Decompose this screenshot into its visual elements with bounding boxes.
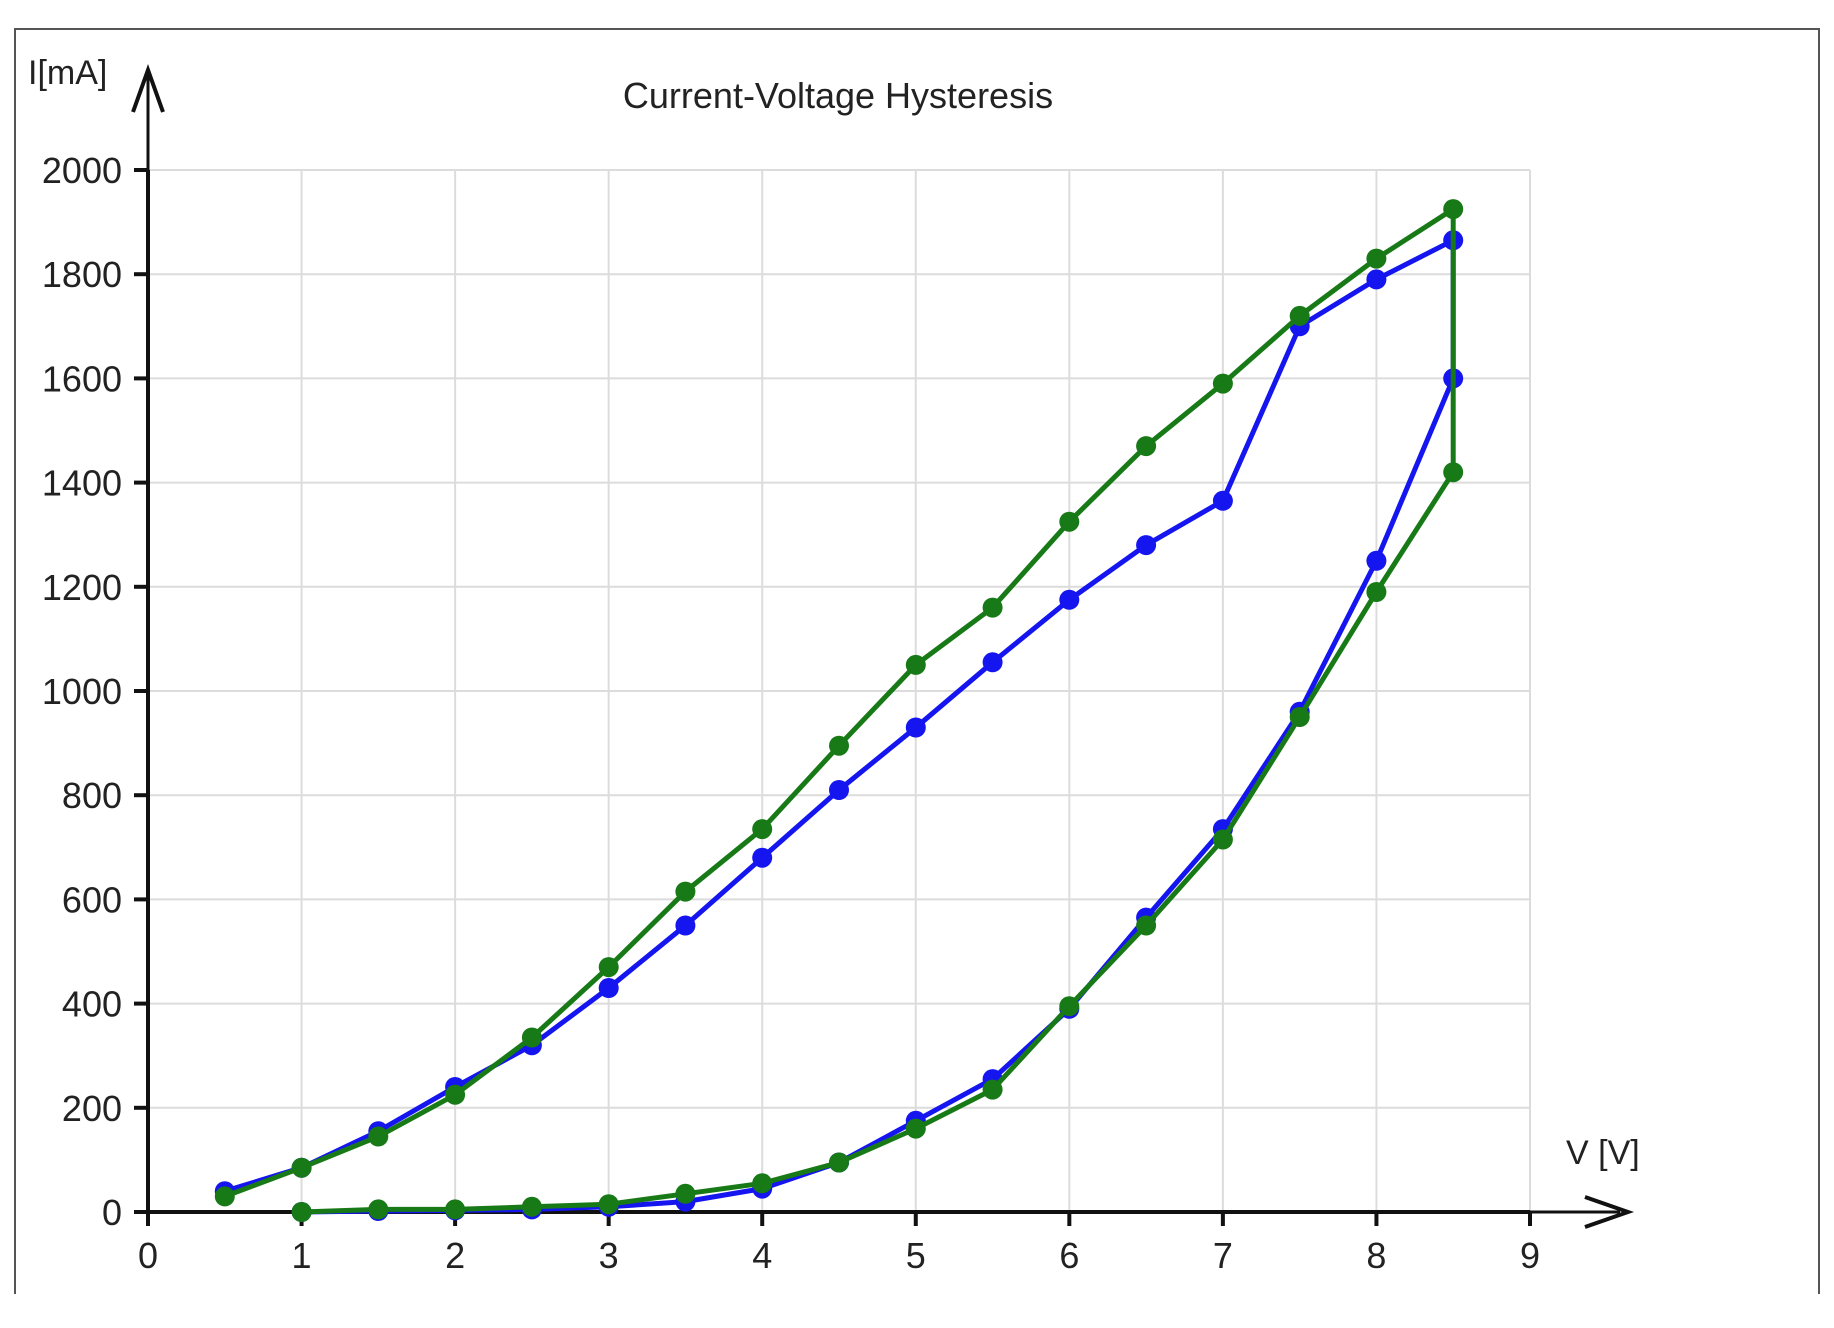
axis-ticks — [134, 168, 1532, 1226]
y-tick-label-9: 1800 — [42, 254, 122, 295]
data-point — [368, 1199, 389, 1220]
x-tick-label-7: 7 — [1213, 1235, 1233, 1276]
x-tick-label-9: 9 — [1520, 1235, 1540, 1276]
data-point — [675, 1183, 696, 1204]
data-series — [214, 199, 1464, 1222]
data-point — [905, 717, 926, 738]
y-axis-arrowhead — [131, 64, 165, 113]
x-axis-label: V [V] — [1566, 1134, 1640, 1172]
data-point — [598, 1194, 619, 1215]
y-tick-labels: 0 200 400 600 800 1000 1200 1400 1600 1800 2000 — [42, 150, 122, 1233]
y-tick-label-10: 2000 — [42, 150, 122, 191]
data-point — [445, 1084, 466, 1105]
y-axis-label: I[mA] — [28, 54, 107, 92]
data-point — [1136, 535, 1157, 556]
y-tick-label-8: 1600 — [42, 358, 122, 399]
data-point — [598, 957, 619, 978]
y-tick-label-6: 1200 — [42, 567, 122, 608]
data-point — [1366, 248, 1387, 269]
y-tick-label-2: 400 — [62, 984, 122, 1025]
x-tick-label-2: 2 — [445, 1235, 465, 1276]
x-tick-label-6: 6 — [1059, 1235, 1079, 1276]
x-tick-label-3: 3 — [599, 1235, 619, 1276]
data-point — [1289, 305, 1310, 326]
data-point — [1366, 582, 1387, 602]
data-point — [1289, 707, 1310, 727]
y-tick-label-7: 1400 — [42, 463, 122, 504]
data-point — [905, 1118, 926, 1139]
series-2 — [214, 199, 1464, 1222]
data-point — [982, 597, 1003, 618]
data-point — [829, 780, 849, 800]
chart-frame — [14, 28, 1820, 1294]
y-tick-label-0: 0 — [102, 1192, 122, 1233]
data-point — [752, 847, 773, 868]
data-point — [982, 1079, 1003, 1100]
data-point — [982, 652, 1003, 673]
data-point — [1443, 199, 1464, 220]
data-point — [1059, 511, 1080, 532]
data-point — [291, 1202, 312, 1222]
x-tick-label-0: 0 — [138, 1235, 158, 1276]
data-point — [675, 915, 696, 936]
y-tick-label-1: 200 — [62, 1088, 122, 1129]
data-point — [368, 1126, 389, 1147]
data-point — [1059, 996, 1080, 1017]
data-point — [905, 654, 926, 675]
data-point — [521, 1027, 542, 1048]
data-point — [291, 1157, 312, 1178]
x-tick-labels: 0 1 2 3 4 5 6 7 8 9 — [138, 1235, 1540, 1276]
x-tick-label-4: 4 — [752, 1235, 772, 1276]
data-point — [1136, 915, 1157, 936]
data-point — [1059, 589, 1080, 610]
data-point — [752, 1173, 773, 1194]
data-point — [521, 1196, 542, 1217]
chart-title: Current-Voltage Hysteresis — [623, 75, 1053, 116]
data-point — [598, 978, 619, 998]
data-point — [1366, 269, 1387, 290]
data-point — [1212, 490, 1233, 511]
grid-lines — [148, 169, 1531, 1212]
data-point — [1366, 550, 1387, 571]
y-tick-label-4: 800 — [62, 775, 122, 816]
data-point — [1212, 829, 1233, 850]
data-point — [1136, 436, 1157, 457]
x-tick-label-1: 1 — [292, 1235, 312, 1276]
y-tick-label-5: 1000 — [42, 671, 122, 712]
y-tick-label-3: 600 — [62, 879, 122, 920]
x-axis-arrowhead — [1584, 1195, 1635, 1229]
data-point — [445, 1199, 466, 1220]
data-point — [214, 1186, 235, 1207]
data-point — [675, 881, 696, 902]
x-tick-label-5: 5 — [906, 1235, 926, 1276]
data-point — [752, 819, 773, 840]
x-tick-label-8: 8 — [1366, 1235, 1386, 1276]
data-point — [1212, 373, 1233, 394]
data-point — [829, 735, 849, 756]
data-point — [1443, 462, 1464, 483]
data-point — [829, 1152, 849, 1173]
